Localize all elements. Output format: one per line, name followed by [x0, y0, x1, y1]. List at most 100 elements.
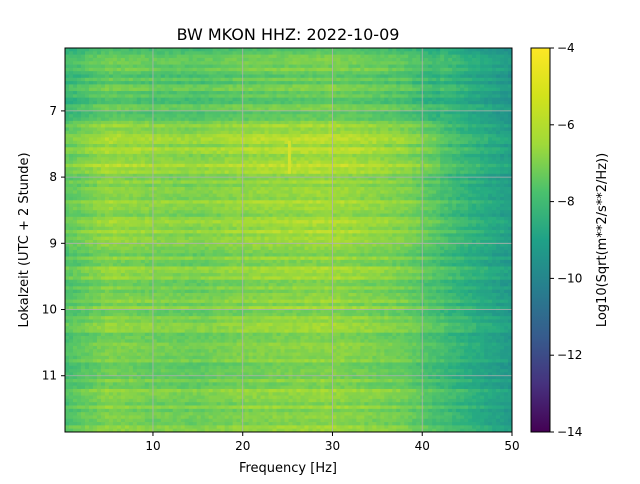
heatmap-cell [184, 157, 190, 161]
heatmap-cell [380, 124, 385, 128]
heatmap-cell [356, 74, 361, 79]
heatmap-cell [344, 124, 349, 128]
heatmap-cell [304, 127, 309, 132]
heatmap-cell [228, 177, 234, 181]
heatmap-cell [132, 84, 138, 89]
heatmap-cell [116, 173, 122, 178]
heatmap-cell [172, 120, 178, 125]
heatmap-cell [280, 77, 285, 82]
heatmap-cell [260, 104, 265, 108]
heatmap-cell [508, 77, 512, 82]
heatmap-cell [396, 170, 401, 175]
heatmap-cell [484, 160, 489, 165]
heatmap-cell [124, 157, 130, 161]
heatmap-cell [476, 87, 481, 92]
heatmap-cell [336, 100, 341, 105]
heatmap-cell [356, 71, 361, 75]
heatmap-cell [400, 163, 405, 168]
heatmap-cell [148, 190, 154, 195]
heatmap-cell [280, 97, 285, 102]
heatmap-cell [332, 180, 337, 185]
heatmap-cell [100, 97, 106, 102]
heatmap-cell [72, 87, 78, 92]
heatmap-cell [84, 110, 90, 115]
heatmap-cell [264, 114, 269, 118]
heatmap-cell [160, 77, 166, 82]
heatmap-cell [340, 153, 345, 158]
heatmap-cell [260, 94, 265, 99]
heatmap-cell [308, 114, 313, 118]
heatmap-cell [428, 117, 433, 122]
heatmap-cell [108, 163, 114, 168]
heatmap-cell [432, 107, 437, 112]
heatmap-cell [344, 140, 349, 145]
heatmap-cell [348, 144, 353, 148]
heatmap-cell [440, 87, 445, 92]
heatmap-cell [140, 54, 146, 59]
heatmap-cell [448, 91, 453, 95]
heatmap-cell [136, 104, 142, 108]
heatmap-cell [112, 180, 118, 185]
heatmap-cell [108, 84, 114, 89]
heatmap-cell [440, 84, 445, 89]
heatmap-cell [432, 177, 437, 181]
heatmap-cell [428, 190, 433, 195]
heatmap-cell [392, 48, 397, 52]
heatmap-cell [232, 147, 238, 152]
heatmap-cell [292, 71, 297, 75]
heatmap-cell [236, 137, 242, 142]
heatmap-cell [304, 144, 309, 148]
heatmap-cell [268, 183, 273, 188]
heatmap-cell [320, 180, 325, 185]
heatmap-cell [252, 187, 257, 191]
heatmap-cell [256, 107, 261, 112]
heatmap-cell [384, 183, 389, 188]
heatmap-cell [476, 124, 481, 128]
heatmap-cell [192, 100, 198, 105]
heatmap-cell [65, 91, 70, 95]
heatmap-cell [316, 94, 321, 99]
heatmap-cell [140, 48, 146, 52]
heatmap-cell [484, 124, 489, 128]
heatmap-cell [392, 170, 397, 175]
heatmap-cell [104, 150, 110, 155]
heatmap-cell [88, 114, 94, 118]
heatmap-cell [388, 94, 393, 99]
heatmap-cell [224, 61, 230, 65]
heatmap-cell [444, 87, 449, 92]
heatmap-cell [236, 187, 242, 191]
heatmap-cell [480, 100, 485, 105]
heatmap-cell [468, 157, 473, 161]
heatmap-cell [504, 127, 509, 132]
heatmap-cell [348, 150, 353, 155]
heatmap-cell [280, 137, 285, 142]
heatmap-cell [120, 153, 126, 158]
heatmap-cell [140, 77, 146, 82]
heatmap-cell [224, 127, 230, 132]
heatmap-cell [352, 57, 357, 62]
heatmap-cell [228, 144, 234, 148]
heatmap-cell [224, 87, 230, 92]
heatmap-cell [248, 120, 253, 125]
heatmap-cell [412, 144, 417, 148]
heatmap-cell [448, 167, 453, 171]
heatmap-cell [396, 163, 401, 168]
heatmap-cell [244, 150, 249, 155]
heatmap-cell [276, 77, 281, 82]
heatmap-cell [472, 74, 477, 79]
heatmap-cell [80, 84, 86, 89]
heatmap-cell [372, 94, 377, 99]
heatmap-cell [500, 77, 505, 82]
heatmap-cell [464, 91, 469, 95]
heatmap-cell [92, 67, 98, 72]
heatmap-cell [360, 144, 365, 148]
heatmap-cell [176, 94, 182, 99]
heatmap-cell [356, 137, 361, 142]
heatmap-cell [144, 153, 150, 158]
heatmap-cell [440, 117, 445, 122]
heatmap-cell [148, 150, 154, 155]
heatmap-cell [196, 173, 202, 178]
heatmap-cell [156, 114, 162, 118]
heatmap-cell [348, 94, 353, 99]
heatmap-cell [180, 48, 186, 52]
